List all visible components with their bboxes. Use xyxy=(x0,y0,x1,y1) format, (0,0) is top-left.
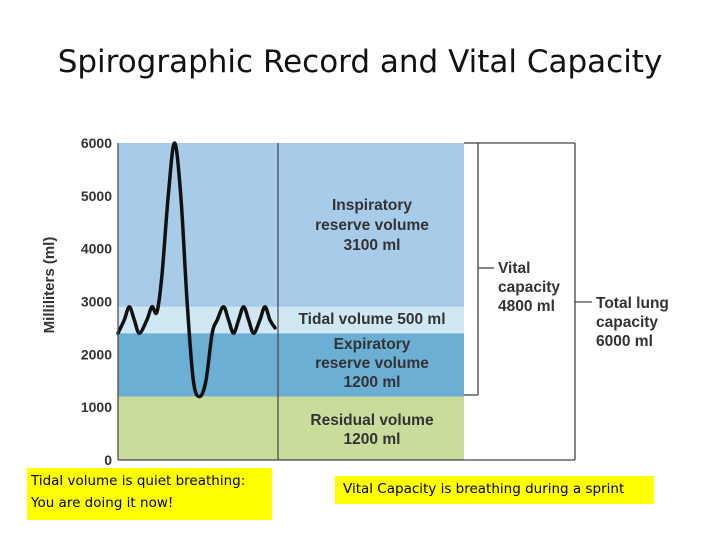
y-tick-1000: 1000 xyxy=(81,399,112,415)
vital-capacity-label-line-3: 4800 ml xyxy=(498,298,555,315)
vital-capacity-note: Vital Capacity is breathing during a spr… xyxy=(335,476,654,504)
slide-title: Spirographic Record and Vital Capacity xyxy=(57,44,663,80)
y-axis-label: Milliliters (ml) xyxy=(41,237,58,334)
band-inspiratory-reserve-volume xyxy=(118,143,464,307)
vital-capacity-label-line-2: capacity xyxy=(498,279,560,296)
y-tick-2000: 2000 xyxy=(81,346,112,362)
y-tick-4000: 4000 xyxy=(81,241,112,257)
residual-label-line-2: 1200 ml xyxy=(344,431,401,448)
spirogram-trace xyxy=(116,141,277,399)
band-expiratory-reserve-volume xyxy=(118,333,464,397)
y-tick-labels: 0 1000 2000 3000 4000 5000 6000 xyxy=(81,135,112,468)
vital-note-text: Vital Capacity is breathing during a spr… xyxy=(343,481,625,497)
y-axis xyxy=(117,143,464,461)
tidal-label-line-1: Tidal volume 500 ml xyxy=(298,311,445,328)
residual-label-line-1: Residual volume xyxy=(310,412,434,429)
tidal-note-line-2: You are doing it now! xyxy=(31,495,174,511)
inspiratory-label-line-3: 3100 ml xyxy=(344,237,401,254)
tidal-note-line-1: Tidal volume is quiet breathing: xyxy=(31,473,246,489)
total-capacity-label-line-2: capacity xyxy=(596,314,658,331)
y-tick-6000: 6000 xyxy=(81,135,112,151)
vital-capacity-label-line-1: Vital xyxy=(498,260,530,277)
y-tick-5000: 5000 xyxy=(81,188,112,204)
tidal-volume-note: Tidal volume is quiet breathing: You are… xyxy=(27,468,272,520)
expiratory-label-line-3: 1200 ml xyxy=(344,374,401,391)
inspiratory-label-line-2: reserve volume xyxy=(315,217,429,234)
expiratory-label-line-1: Expiratory xyxy=(334,336,411,353)
band-labels: Inspiratory reserve volume 3100 ml Tidal vo… xyxy=(298,197,445,448)
band-residual-volume xyxy=(118,396,464,460)
band-tidal-volume xyxy=(118,306,464,334)
expiratory-label-line-2: reserve volume xyxy=(315,355,429,372)
y-tick-0: 0 xyxy=(104,452,112,468)
capacity-brackets: Vital capacity 4800 ml Total lung capacity 60… xyxy=(464,142,669,461)
volume-bands xyxy=(118,143,464,460)
y-tick-3000: 3000 xyxy=(81,294,112,310)
total-capacity-label-line-3: 6000 ml xyxy=(596,333,653,350)
total-capacity-label-line-1: Total lung xyxy=(596,295,669,312)
inspiratory-label-line-1: Inspiratory xyxy=(332,197,412,214)
